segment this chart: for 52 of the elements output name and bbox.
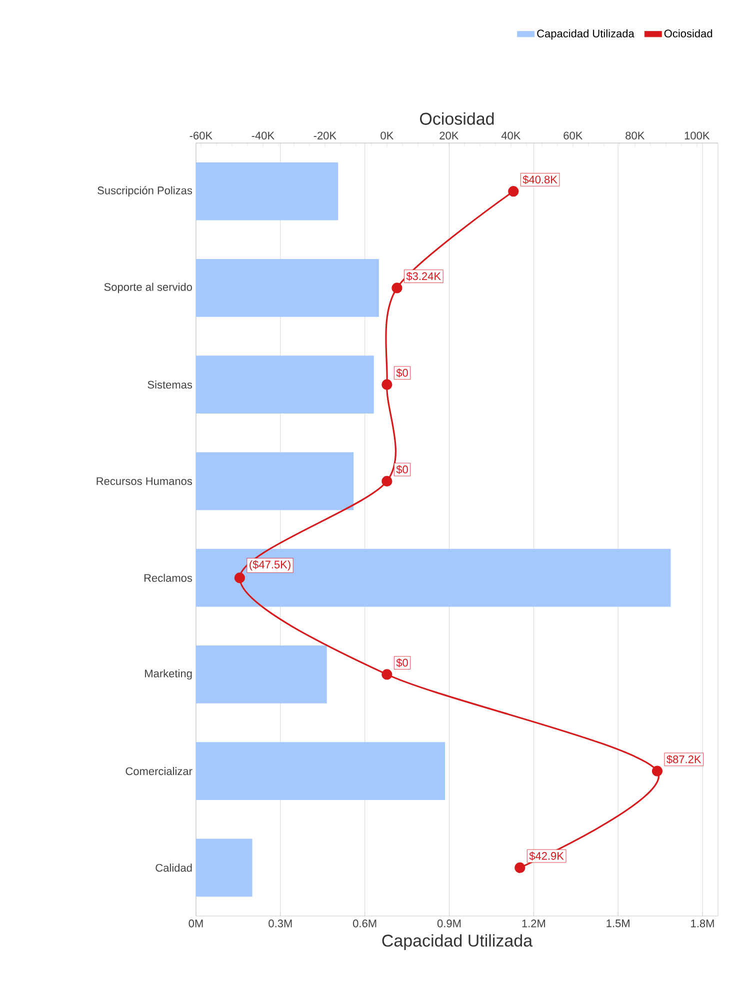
- bar: [196, 645, 327, 704]
- data-label: ($47.5K): [250, 560, 290, 571]
- x2-tick-label: 80K: [626, 132, 645, 140]
- y-tick-label: Calidad: [156, 864, 192, 872]
- legend-label: Capacidad Utilizada: [537, 29, 634, 40]
- y-tick-label: Suscripción Polizas: [98, 186, 192, 197]
- bar: [196, 838, 252, 897]
- bar: [196, 258, 379, 317]
- x2-tick-label: 60K: [564, 132, 583, 140]
- point: [234, 572, 246, 584]
- x-axis-title: Capacidad Utilizada: [382, 934, 533, 950]
- point: [382, 669, 392, 680]
- bar: [196, 452, 354, 510]
- y-tick-label: Marketing: [145, 669, 192, 680]
- point: [392, 282, 402, 294]
- x2-tick-label: -40K: [252, 132, 274, 140]
- legend-label: Ociosidad: [664, 29, 712, 38]
- point: [514, 862, 526, 873]
- data-label: $0: [396, 368, 408, 378]
- x-tick-label: 0.9M: [437, 920, 461, 928]
- bar: [196, 548, 671, 607]
- x-tick-label: 1.2M: [522, 920, 545, 928]
- data-label: $87.2K: [666, 754, 702, 764]
- bar: [196, 162, 338, 220]
- data-label: $3.24K: [406, 272, 441, 281]
- x-tick-label: 1.5M: [606, 920, 630, 928]
- x2-tick-label: -60K: [190, 132, 212, 140]
- bar: [196, 742, 446, 800]
- bar: [196, 356, 374, 414]
- x-tick-label: 0.3M: [268, 920, 292, 928]
- x2-tick-label: 100K: [684, 132, 710, 140]
- y-tick-label: Reclamos: [144, 574, 192, 582]
- x-tick-label: 1.8M: [691, 920, 714, 928]
- x2-tick-label: -20K: [314, 132, 336, 140]
- point: [652, 766, 663, 776]
- x-tick-label: 0.6M: [353, 920, 376, 928]
- y-tick-label: Comercializar: [126, 767, 192, 776]
- x2-tick-label: 20K: [440, 132, 459, 140]
- point: [508, 186, 519, 197]
- y-tick-label: Soporte al servido: [104, 282, 192, 294]
- x2-tick-label: 0K: [380, 132, 394, 140]
- point: [382, 379, 392, 390]
- data-label: $40.8K: [522, 175, 558, 184]
- x-tick-label: 0M: [188, 920, 203, 928]
- data-label: $42.9K: [529, 852, 564, 860]
- x2-tick-label: 40K: [501, 132, 521, 140]
- data-label: $0: [396, 658, 408, 668]
- data-label: $0: [396, 465, 408, 474]
- x2-axis-title: Ociosidad: [420, 112, 494, 125]
- point: [382, 476, 392, 486]
- y-tick-label: Recursos Humanos: [96, 477, 192, 486]
- y-tick-label: Sistemas: [148, 380, 192, 389]
